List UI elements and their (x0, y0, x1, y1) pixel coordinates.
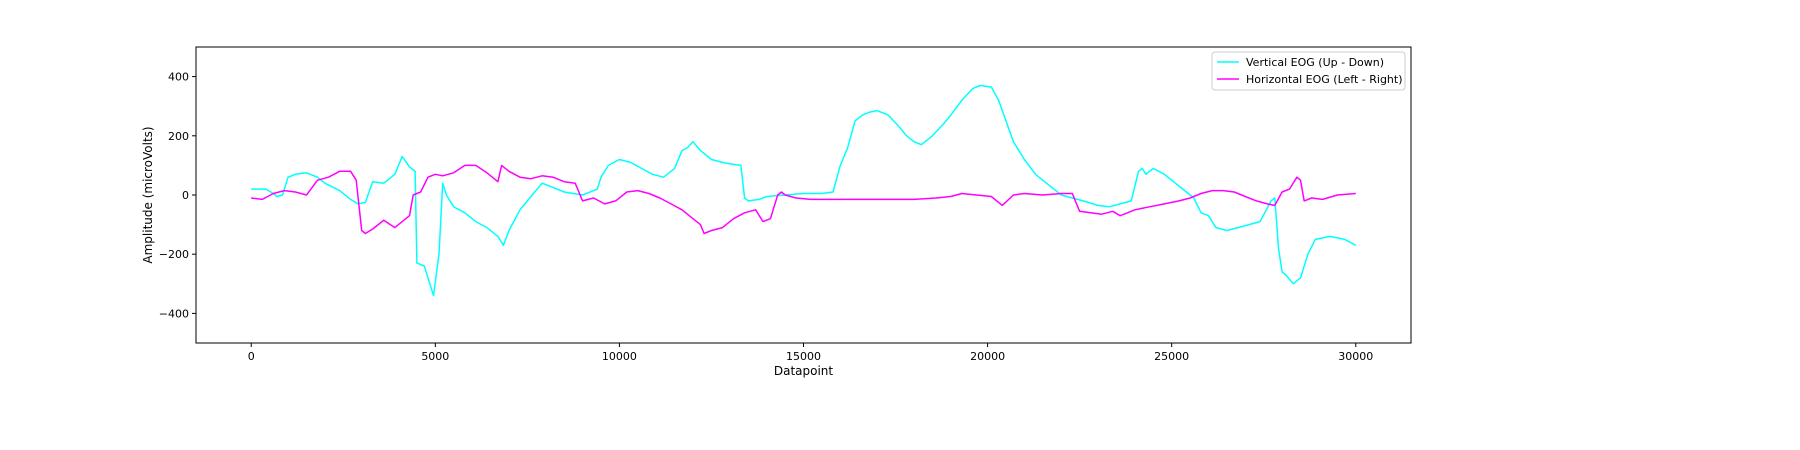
x-tick-label: 0 (248, 350, 255, 363)
x-tick-label: 25000 (1154, 350, 1189, 363)
y-tick-label: 400 (168, 71, 189, 84)
x-tick-label: 5000 (421, 350, 449, 363)
legend-box (1211, 51, 1406, 91)
y-tick-label: 200 (168, 130, 189, 143)
legend: Vertical EOG (Up - Down) Horizontal EOG (… (1211, 51, 1406, 91)
x-tick-label: 20000 (970, 350, 1005, 363)
x-axis-label: Datapoint (774, 364, 834, 378)
x-axis: 0 5000 10000 15000 20000 25000 30000 (248, 343, 1373, 363)
y-tick-label: −200 (159, 248, 189, 261)
plot-area (196, 47, 1411, 343)
series-line-2 (251, 164, 1356, 235)
y-axis-label: Amplitude (microVolts) (141, 126, 155, 263)
legend-label-2: Horizontal EOG (Left - Right) (1246, 73, 1403, 86)
series-layer (251, 84, 1357, 297)
y-tick-label: 0 (182, 189, 189, 202)
y-axis: −400 −200 0 200 400 (159, 71, 196, 320)
legend-label-1: Vertical EOG (Up - Down) (1246, 56, 1384, 69)
series-line-1 (251, 84, 1357, 297)
x-tick-label: 15000 (786, 350, 821, 363)
x-tick-label: 30000 (1338, 350, 1373, 363)
x-tick-label: 10000 (602, 350, 637, 363)
y-tick-label: −400 (159, 307, 189, 320)
